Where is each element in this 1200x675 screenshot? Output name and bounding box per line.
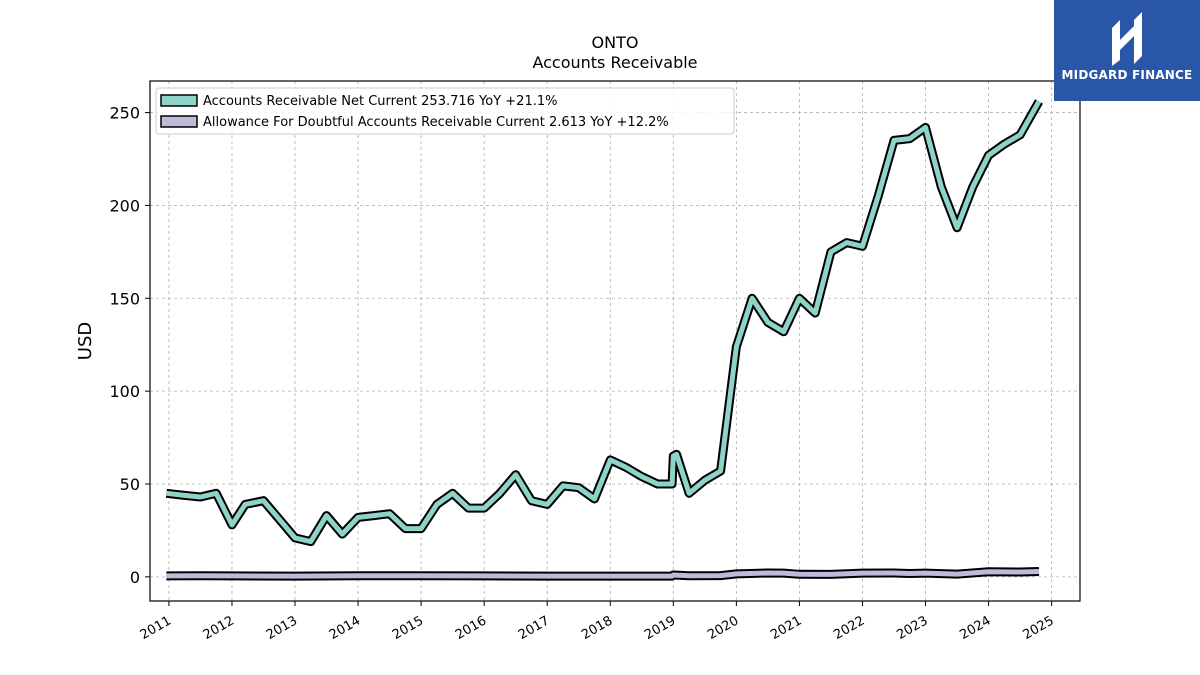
x-tick-label: 2021	[768, 613, 804, 643]
x-tick-label: 2011	[138, 613, 174, 643]
logo-mark-icon	[1112, 12, 1142, 66]
x-tick-label: 2019	[642, 613, 678, 643]
x-tick-label: 2025	[1020, 613, 1056, 643]
x-tick-label: 2014	[327, 613, 363, 643]
y-tick-label: 100	[109, 382, 140, 401]
axes-frame	[149, 80, 1081, 602]
x-tick-label: 2024	[957, 613, 993, 643]
legend-box	[155, 87, 735, 135]
legend: Accounts Receivable Net Current 253.716 …	[155, 87, 735, 135]
logo-text: MIDGARD FINANCE	[1061, 68, 1193, 82]
x-tick-label: 2017	[516, 613, 552, 643]
y-axis-ticks: 0 50 100 150 200 250	[109, 104, 150, 587]
x-tick-label: 2016	[453, 613, 489, 643]
series-line-2	[166, 569, 1040, 579]
y-tick-label: 0	[130, 568, 140, 587]
legend-label-1: Accounts Receivable Net Current 253.716 …	[203, 94, 558, 109]
grid	[150, 81, 1080, 601]
legend-swatch-1	[160, 94, 198, 107]
x-tick-label: 2013	[264, 613, 300, 643]
x-tick-label: 2012	[201, 613, 237, 643]
x-tick-label: 2020	[705, 613, 741, 643]
chart-subtitle: Accounts Receivable	[532, 53, 697, 72]
y-tick-label: 200	[109, 196, 140, 215]
y-tick-label: 50	[120, 475, 140, 494]
legend-swatch-2	[160, 115, 198, 128]
x-tick-label: 2022	[831, 613, 867, 643]
midgard-finance-logo: MIDGARD FINANCE	[1054, 0, 1200, 101]
x-axis-ticks: 2011 2012 2013 2014 2015 2016 2017 2018 2019 2020…	[138, 601, 1057, 643]
y-tick-label: 150	[109, 289, 140, 308]
series-line-1	[166, 100, 1042, 545]
legend-label-2: Allowance For Doubtful Accounts Receivab…	[203, 115, 669, 130]
series-lines	[165, 99, 1043, 581]
x-tick-label: 2018	[579, 613, 615, 643]
chart-title: ONTO	[592, 33, 639, 52]
y-tick-label: 250	[109, 104, 140, 123]
x-tick-label: 2015	[390, 613, 426, 643]
y-axis-label: USD	[75, 322, 96, 360]
x-tick-label: 2023	[894, 613, 930, 643]
